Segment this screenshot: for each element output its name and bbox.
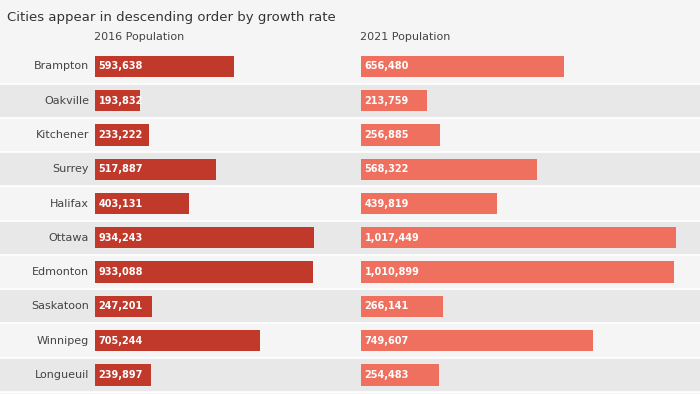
Bar — [0, 152, 700, 186]
Text: Cities appear in descending order by growth rate: Cities appear in descending order by gro… — [7, 11, 336, 24]
Text: 568,322: 568,322 — [365, 164, 409, 174]
Text: 656,480: 656,480 — [365, 61, 409, 71]
Bar — [360, 227, 676, 248]
Text: 254,483: 254,483 — [365, 370, 409, 380]
Bar — [360, 262, 674, 282]
Bar — [360, 90, 427, 111]
Text: Longueuil: Longueuil — [34, 370, 89, 380]
Bar — [94, 330, 260, 351]
Text: 247,201: 247,201 — [99, 301, 143, 311]
Text: 239,897: 239,897 — [99, 370, 143, 380]
Bar — [94, 193, 189, 214]
Bar — [94, 296, 153, 317]
Bar — [0, 186, 700, 221]
Bar — [360, 193, 497, 214]
Bar — [94, 90, 140, 111]
Bar — [360, 330, 593, 351]
Bar — [0, 323, 700, 358]
Text: 233,222: 233,222 — [99, 130, 143, 140]
Text: 2016 Population: 2016 Population — [94, 32, 185, 43]
Bar — [0, 49, 700, 84]
Text: 439,819: 439,819 — [365, 199, 409, 208]
Text: 403,131: 403,131 — [99, 199, 143, 208]
Bar — [94, 159, 216, 180]
Bar — [360, 159, 537, 180]
Text: 593,638: 593,638 — [99, 61, 143, 71]
Bar — [0, 289, 700, 323]
Bar — [94, 56, 234, 77]
Bar — [0, 358, 700, 392]
Text: Kitchener: Kitchener — [36, 130, 89, 140]
Bar — [360, 125, 440, 145]
Bar — [94, 262, 313, 282]
Bar — [94, 227, 314, 248]
Bar — [360, 296, 443, 317]
Bar — [0, 255, 700, 289]
Text: Winnipeg: Winnipeg — [36, 336, 89, 346]
Text: Edmonton: Edmonton — [32, 267, 89, 277]
Text: Halifax: Halifax — [50, 199, 89, 208]
Text: 933,088: 933,088 — [99, 267, 144, 277]
Text: 213,759: 213,759 — [365, 96, 409, 106]
Text: 193,832: 193,832 — [99, 96, 143, 106]
Bar — [360, 364, 440, 385]
Text: Surrey: Surrey — [52, 164, 89, 174]
Bar — [0, 221, 700, 255]
Text: 1,010,899: 1,010,899 — [365, 267, 419, 277]
Bar — [0, 118, 700, 152]
Text: 517,887: 517,887 — [99, 164, 144, 174]
Text: Brampton: Brampton — [34, 61, 89, 71]
Bar — [0, 84, 700, 118]
Text: 705,244: 705,244 — [99, 336, 143, 346]
Bar — [360, 56, 564, 77]
Text: 1,017,449: 1,017,449 — [365, 233, 419, 243]
Text: Ottawa: Ottawa — [48, 233, 89, 243]
Text: 2021 Population: 2021 Population — [360, 32, 451, 43]
Text: 256,885: 256,885 — [365, 130, 409, 140]
Text: 934,243: 934,243 — [99, 233, 143, 243]
Bar — [94, 125, 149, 145]
Text: 266,141: 266,141 — [365, 301, 409, 311]
Text: 749,607: 749,607 — [365, 336, 409, 346]
Bar — [94, 364, 150, 385]
Text: Oakville: Oakville — [44, 96, 89, 106]
Text: Saskatoon: Saskatoon — [31, 301, 89, 311]
